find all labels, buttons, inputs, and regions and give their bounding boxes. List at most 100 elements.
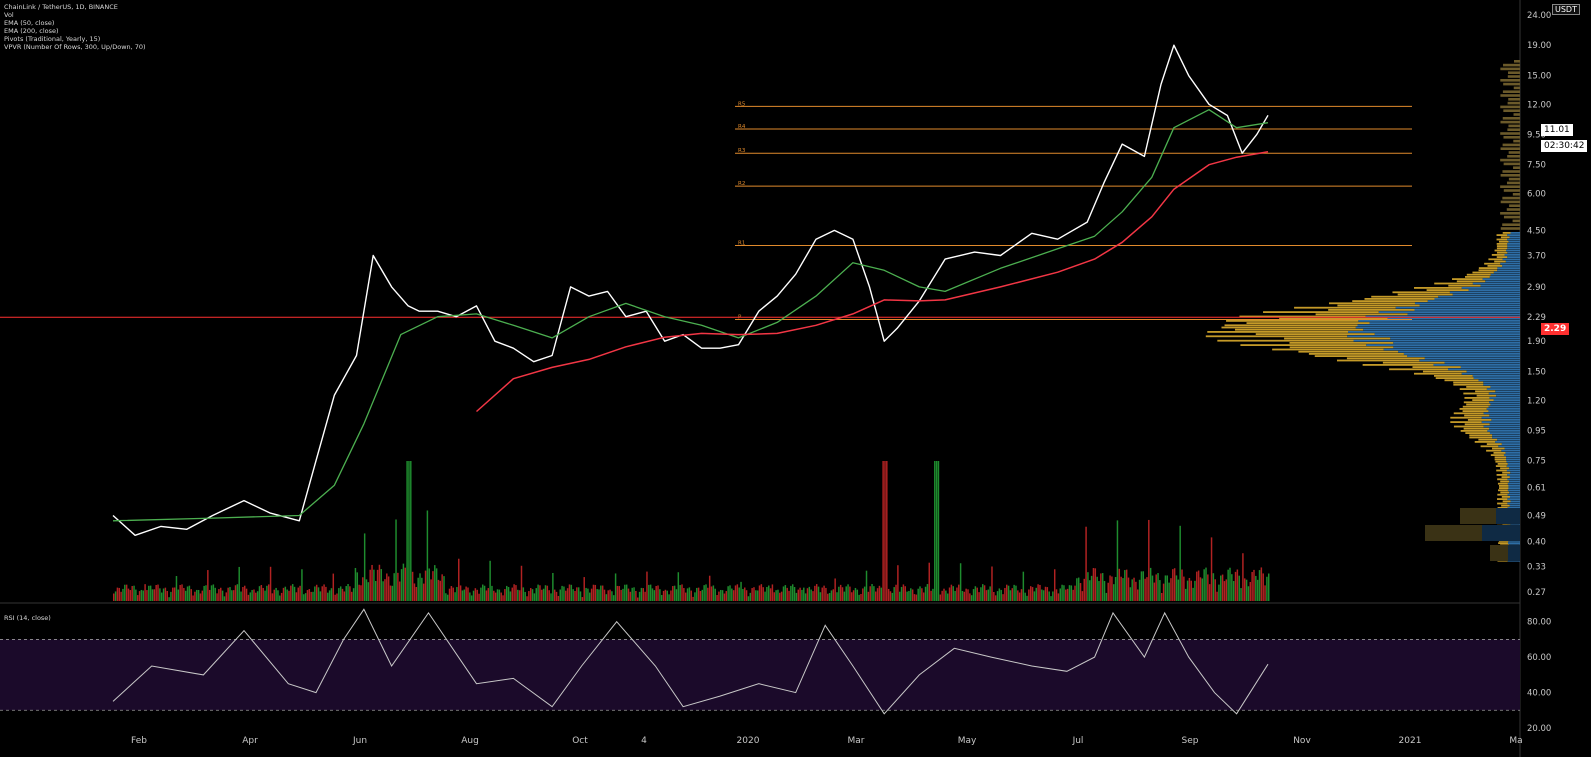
vpvr-up-bar — [1489, 432, 1520, 434]
volume-bar — [675, 589, 678, 601]
vpvr-up-bar — [1486, 388, 1520, 390]
volume-bar — [1094, 568, 1097, 601]
vpvr-upper-bar — [1513, 86, 1520, 90]
legend-volume: Vol — [4, 11, 14, 19]
volume-bar — [585, 587, 587, 601]
volume-bar — [312, 591, 314, 601]
volume-bar — [581, 597, 584, 601]
vpvr-down-bar — [1207, 331, 1348, 333]
volume-bar — [1127, 577, 1130, 601]
vpvr-upper-bar — [1503, 136, 1520, 139]
volume-bar — [954, 590, 956, 601]
volume-bar — [734, 585, 737, 601]
volume-bar — [533, 593, 536, 601]
volume-bar — [164, 587, 167, 601]
vpvr-down-bar — [1465, 432, 1490, 434]
volume-bar — [1258, 570, 1261, 601]
volume-bar — [406, 461, 408, 601]
vpvr-up-bar — [1486, 408, 1520, 410]
volume-bar — [120, 591, 122, 601]
vpvr-up-bar — [1358, 320, 1520, 322]
volume-bar — [537, 584, 539, 601]
vpvr-down-bar — [1467, 419, 1492, 421]
volume-bar — [930, 590, 932, 601]
volume-bar — [865, 570, 868, 601]
volume-bar — [943, 588, 945, 601]
volume-bar — [1159, 580, 1161, 601]
volume-bar — [358, 584, 360, 601]
volume-bar — [341, 588, 344, 601]
volume-bar — [1184, 588, 1187, 601]
vpvr-down-bar — [1475, 390, 1496, 393]
volume-bar — [618, 586, 621, 601]
volume-bar — [419, 573, 421, 601]
vpvr-down-bar — [1502, 232, 1511, 234]
volume-bar — [1033, 591, 1036, 601]
vpvr-up-bar — [1407, 313, 1520, 316]
vpvr-down-bar — [1289, 342, 1394, 344]
vpvr-down-bar — [1426, 289, 1469, 291]
volume-bar — [572, 589, 574, 601]
volume-bar — [432, 571, 434, 601]
pivot-label: R3 — [738, 148, 746, 154]
volume-bar — [371, 564, 373, 601]
vpvr-up-bar — [1483, 381, 1520, 384]
vpvr-up-bar — [1496, 394, 1520, 397]
volume-bar — [465, 586, 467, 601]
volume-bar — [959, 563, 962, 601]
volume-bar — [186, 586, 189, 601]
currency-button[interactable]: USDT — [1552, 4, 1580, 15]
volume-bar — [694, 592, 696, 601]
vpvr-down-bar — [1496, 243, 1508, 245]
vpvr-up-bar — [1438, 295, 1520, 298]
vpvr-down-bar — [1414, 287, 1462, 289]
vpvr-down-bar — [1497, 489, 1508, 492]
volume-bar — [570, 584, 573, 601]
vpvr-down-bar — [1205, 335, 1348, 338]
volume-bar — [806, 588, 809, 601]
volume-bar — [970, 595, 973, 601]
volume-bar — [249, 592, 252, 601]
vpvr-down-bar — [1414, 372, 1462, 375]
vpvr-down-bar — [1456, 280, 1486, 283]
volume-bar — [505, 585, 508, 601]
volume-bar — [168, 597, 170, 601]
vpvr-up-bar — [1489, 427, 1520, 430]
volume-bar — [373, 569, 375, 601]
volume-bar — [926, 584, 929, 601]
volume-bar — [129, 590, 132, 601]
volume-bar — [725, 591, 728, 601]
volume-bar — [922, 592, 925, 601]
volume-bar — [649, 584, 652, 601]
volume-bar — [1006, 584, 1008, 601]
volume-bar — [498, 589, 501, 601]
vpvr-up-bar — [1390, 337, 1520, 340]
pivot-label: R5 — [738, 101, 746, 107]
volume-bar — [1135, 581, 1137, 601]
vpvr-down-bar — [1498, 542, 1508, 544]
volume-bar — [330, 588, 333, 601]
volume-bar — [969, 593, 971, 601]
volume-bar — [751, 588, 753, 601]
volume-bar — [782, 586, 785, 601]
volume-bar — [769, 588, 772, 601]
volume-bar — [773, 592, 776, 601]
volume-bar — [306, 590, 309, 601]
volume-bar — [496, 589, 499, 601]
vpvr-down-bar — [1496, 238, 1508, 241]
volume-bar — [886, 461, 888, 601]
volume-bar — [1037, 584, 1039, 601]
vpvr-down-bar — [1289, 346, 1394, 349]
vpvr-down-bar — [1496, 256, 1508, 258]
volume-bar — [762, 587, 764, 601]
vpvr-upper-bar — [1513, 113, 1520, 116]
volume-bar — [812, 591, 814, 601]
volume-bar — [184, 590, 187, 601]
volume-bar — [620, 589, 622, 601]
volume-bar — [181, 584, 183, 601]
price-tick: 19.00 — [1527, 41, 1551, 51]
vpvr-upper-bar — [1500, 185, 1520, 188]
volume-bar — [793, 587, 796, 601]
vpvr-down-bar — [1294, 306, 1396, 309]
